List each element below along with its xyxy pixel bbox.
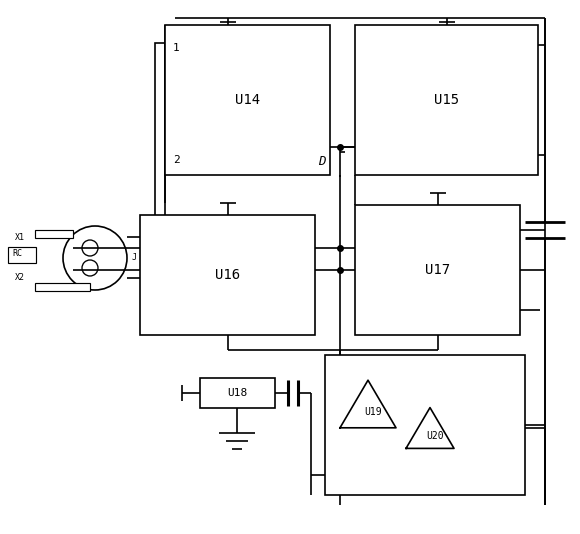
Text: 1: 1: [173, 43, 180, 53]
Bar: [8, 247, 36, 263]
Text: X1: X1: [15, 232, 25, 241]
Bar: [355, 25, 538, 175]
Text: J: J: [132, 254, 137, 263]
Text: U20: U20: [426, 431, 444, 441]
Text: U16: U16: [215, 268, 240, 282]
Bar: [140, 215, 315, 335]
Text: U17: U17: [425, 263, 450, 277]
Text: U18: U18: [227, 388, 248, 398]
Text: X2: X2: [15, 273, 25, 282]
Text: RC: RC: [12, 248, 22, 257]
Text: U15: U15: [434, 93, 459, 107]
Bar: [325, 355, 525, 495]
Bar: [165, 25, 330, 175]
Bar: [200, 378, 275, 408]
Text: D: D: [318, 155, 325, 168]
Text: U14: U14: [235, 93, 260, 107]
Text: U19: U19: [364, 407, 382, 417]
Bar: [35, 283, 90, 291]
Text: 2: 2: [173, 155, 180, 165]
Bar: [355, 205, 520, 335]
Bar: [35, 230, 73, 238]
